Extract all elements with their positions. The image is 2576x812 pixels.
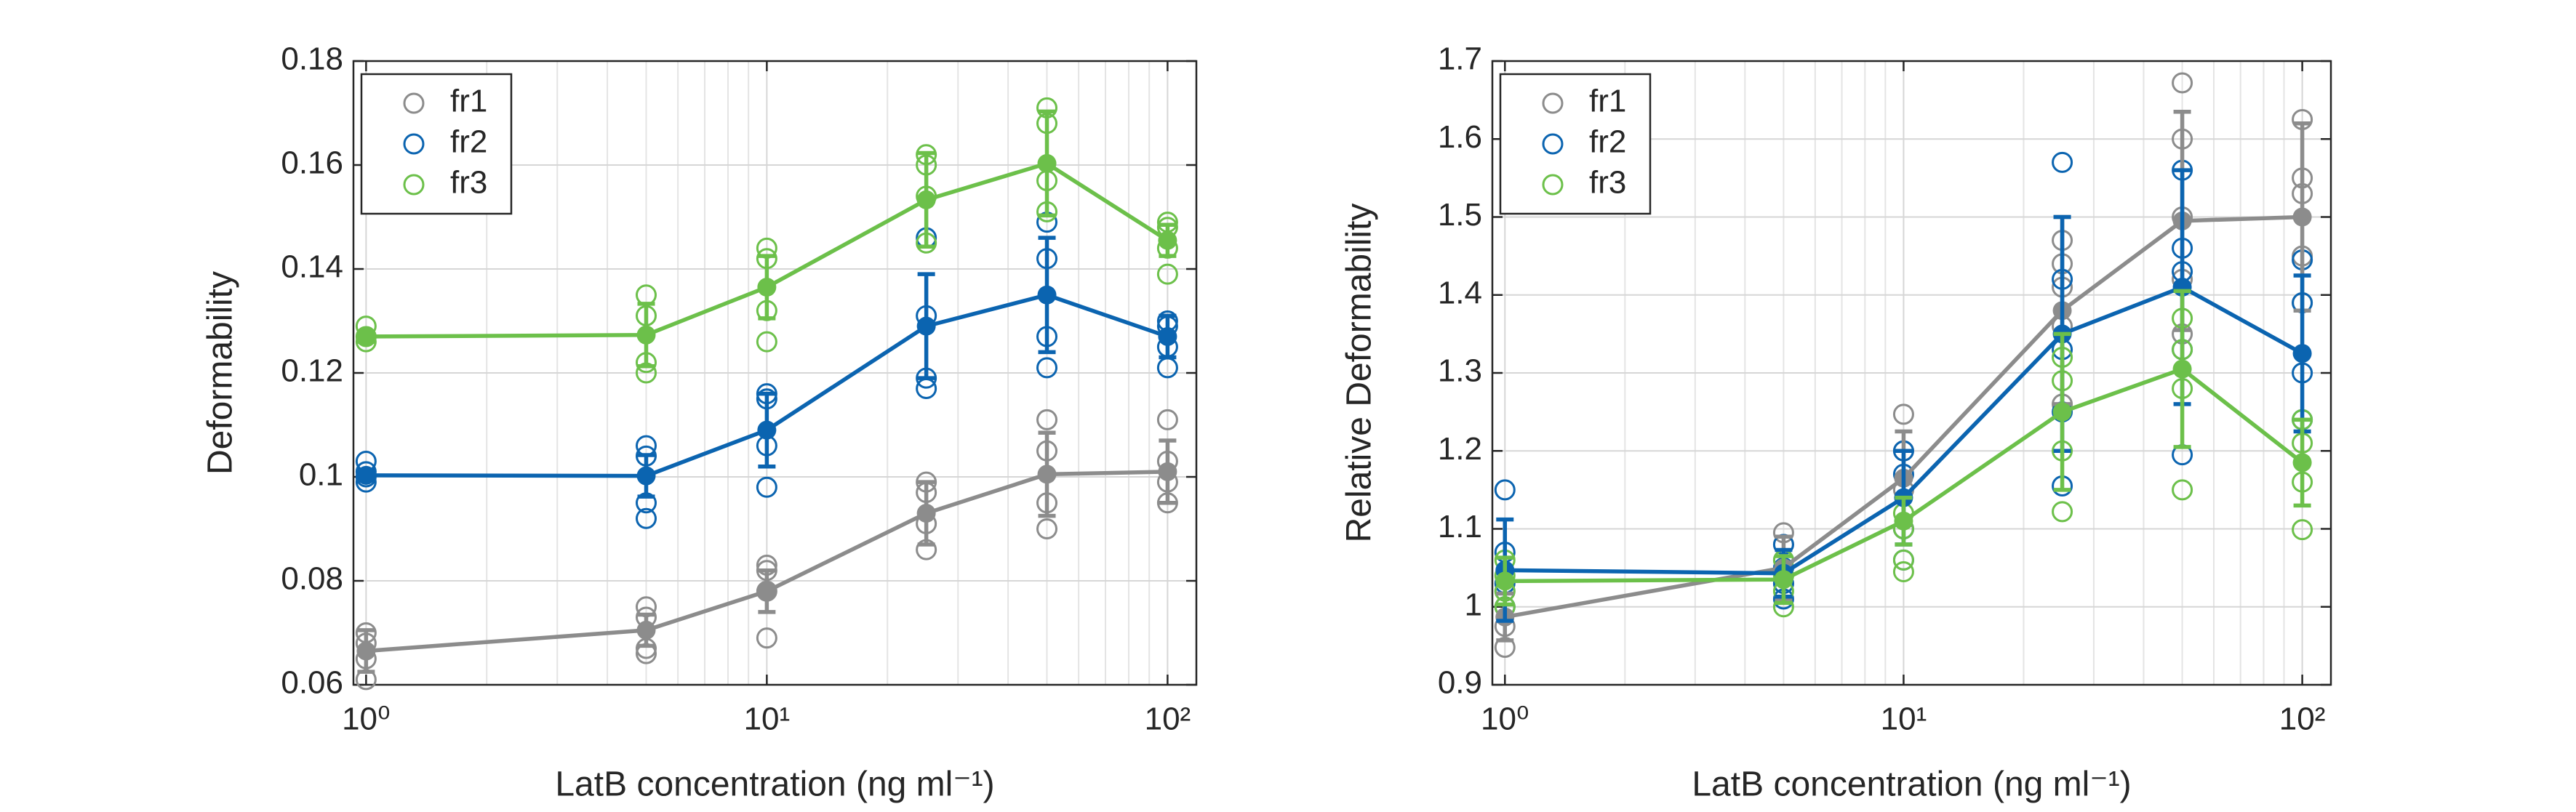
legend-marker [1542, 174, 1564, 196]
legend-label: fr1 [1589, 84, 1626, 119]
replicate-point [756, 331, 777, 353]
replicate-point [756, 627, 777, 649]
x-tick-label: 10² [1145, 702, 1191, 737]
chart: 0.06 0.08 0.1 0.12 0.14 0.16 0.18 10⁰ 10¹ 10² LatB… [201, 41, 1198, 804]
replicate-point [2292, 519, 2313, 541]
mean-point [2292, 453, 2312, 473]
y-tick-label: 0.14 [281, 249, 343, 285]
mean-point [916, 316, 936, 336]
y-tick-label: 1.6 [1438, 119, 1482, 155]
mean-point [757, 582, 777, 601]
y-tick-label: 1.4 [1438, 275, 1482, 310]
y-tick-label: 0.9 [1438, 665, 1482, 701]
legend-box [1499, 73, 1652, 215]
mean-point [1037, 465, 1057, 484]
legend-marker [403, 133, 425, 155]
y-tick-label: 0.08 [281, 561, 343, 597]
mean-point [636, 620, 656, 640]
legend-label: fr3 [450, 165, 487, 201]
replicate-point [1036, 409, 1058, 430]
legend-label: fr2 [450, 124, 487, 160]
y-tick-label: 1.7 [1438, 41, 1482, 77]
mean-point [1158, 326, 1177, 346]
series-line [1505, 366, 2304, 584]
mean-point [916, 504, 936, 523]
legend-label: fr3 [1589, 165, 1626, 201]
replicate-point [2052, 501, 2073, 523]
replicate-point [2052, 151, 2073, 173]
mean-point [356, 641, 376, 661]
legend-label: fr2 [1589, 124, 1626, 160]
replicate-point [2172, 72, 2193, 94]
replicate-point [756, 476, 777, 498]
mean-point [2052, 402, 2072, 422]
mean-point [636, 325, 656, 345]
x-tick-label: 10¹ [1881, 702, 1927, 737]
mean-point [1037, 153, 1057, 173]
mean-point [2292, 344, 2312, 363]
mean-point [1037, 285, 1057, 305]
mean-point [757, 278, 777, 297]
y-tick-label: 0.1 [299, 457, 343, 493]
y-axis-label: Relative Deformability [1340, 204, 1379, 543]
x-axis-label: LatB concentration (ng ml⁻¹) [1692, 765, 2131, 804]
x-tick-label: 10² [2279, 702, 2326, 737]
replicate-point [1892, 549, 1914, 571]
y-tick-label: 0.06 [281, 665, 343, 701]
mean-point [1495, 571, 1515, 591]
legend-marker [1542, 133, 1564, 155]
series-line [1504, 214, 2303, 619]
replicate-point [1892, 403, 1914, 425]
replicate-point [1156, 409, 1178, 430]
y-tick-label: 0.16 [281, 145, 343, 181]
replicate-point [636, 507, 657, 529]
legend-marker [1542, 92, 1564, 114]
series-line [1505, 284, 2303, 576]
y-tick-label: 0.18 [281, 41, 343, 77]
x-tick-label: 10⁰ [342, 702, 391, 737]
y-tick-label: 0.12 [281, 353, 343, 389]
mean-point [916, 190, 936, 209]
legend-marker [403, 174, 425, 196]
replicate-point [1892, 560, 1914, 582]
legend-label: fr1 [450, 84, 487, 119]
y-tick-label: 1.5 [1438, 197, 1482, 233]
mean-point [757, 420, 777, 440]
y-tick-label: 1 [1465, 587, 1482, 622]
mean-point [636, 466, 656, 486]
mean-point [356, 465, 376, 485]
x-axis-label: LatB concentration (ng ml⁻¹) [555, 765, 994, 804]
y-axis-label: Deformability [201, 271, 240, 475]
replicate-point [1494, 479, 1516, 501]
legend-box [360, 73, 513, 215]
replicate-point [1156, 263, 1178, 285]
x-tick-label: 10⁰ [1481, 702, 1529, 737]
mean-point [1774, 570, 1793, 590]
mean-point [1894, 511, 1913, 531]
replicate-point [1036, 518, 1058, 539]
y-tick-label: 1.1 [1438, 509, 1482, 544]
chart: 0.9 1 1.1 1.2 1.3 1.4 1.5 1.6 1.7 10⁰ 10¹ 10² LatB c… [1340, 41, 2332, 804]
mean-point [1158, 462, 1177, 481]
y-tick-label: 1.2 [1438, 431, 1482, 467]
mean-point [1158, 230, 1177, 250]
x-tick-label: 10¹ [744, 702, 791, 737]
mean-point [356, 326, 376, 346]
replicate-point [2172, 479, 2193, 501]
legend-marker [403, 92, 425, 114]
mean-point [2292, 207, 2312, 227]
y-tick-label: 1.3 [1438, 353, 1482, 389]
mean-point [2172, 359, 2192, 379]
series-line [366, 470, 1168, 654]
replicate-point [1036, 357, 1058, 379]
series-line [366, 292, 1169, 478]
series-line [366, 161, 1169, 339]
